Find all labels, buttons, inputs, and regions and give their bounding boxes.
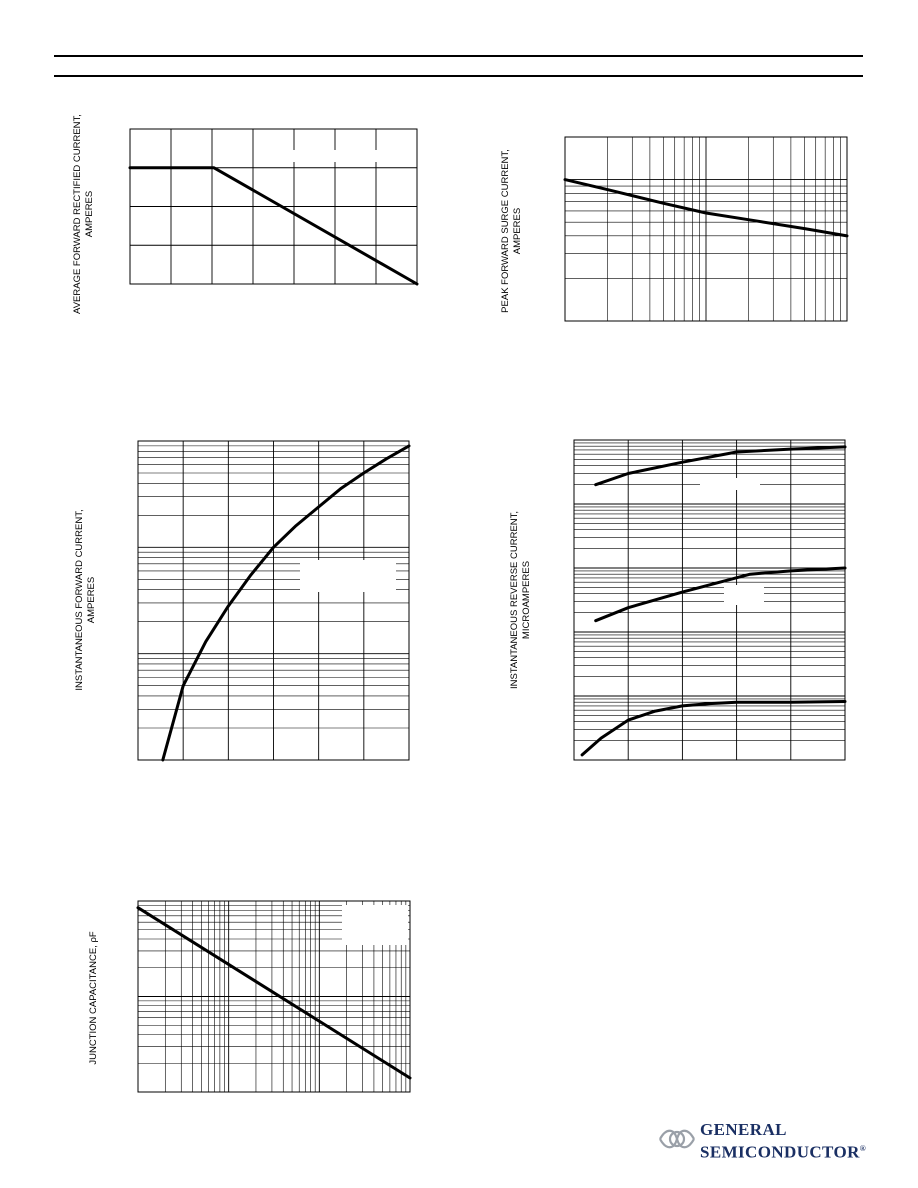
logo-line-general: GENERAL [700,1120,787,1139]
reverse-series-line-0 [594,445,847,487]
surge-ylabel-line2: AMPERES [512,207,523,255]
surge-series-line-0 [563,178,849,238]
registered-mark: ® [859,1144,867,1153]
capacitance-series-line-0 [136,906,412,1080]
general-semiconductor-logo: GENERAL SEMICONDUCTOR® [656,1118,866,1162]
logo-line-semiconductor: SEMICONDUCTOR® [700,1139,866,1162]
logo-emblem-icon [659,1129,695,1149]
reverse-series-line-1 [594,566,847,623]
forward-ylabel-line2: AMPERES [86,576,97,624]
header-rule-bottom [54,75,863,77]
capacitance-annotation-mask-0 [342,905,408,945]
forward-ylabel-line1: INSTANTANEOUS FORWARD CURRENT, [74,509,85,691]
reverse-ylabel: INSTANTANEOUS REVERSE CURRENT, MICROAMPE… [509,511,533,689]
capacitance-ylabel: JUNCTION CAPACITANCE, ρF [88,931,100,1064]
capacitance-plot-frame [137,900,411,1093]
surge-plot-frame [564,136,848,322]
forward-ylabel: INSTANTANEOUS FORWARD CURRENT, AMPERES [74,509,98,690]
derating-annotation-mask-0 [282,150,412,162]
header-rule-top [54,55,863,57]
reverse-annotation-mask-1 [724,585,764,605]
derating-series-line-0 [128,166,419,286]
reverse-annotation-mask-0 [700,478,760,490]
forward-annotation-mask-0 [300,560,396,592]
forward-series-line-0 [161,444,411,762]
reverse-plot-frame [573,439,846,761]
surge-ylabel-line1: PEAK FORWARD SURGE CURRENT, [500,149,511,313]
logo-wordmark: GENERAL SEMICONDUCTOR® [700,1120,866,1162]
forward-plot-frame [137,440,410,761]
derating-plot-frame [129,128,418,285]
reverse-ylabel-line2: MICROAMPERES [521,560,532,640]
surge-ylabel: PEAK FORWARD SURGE CURRENT, AMPERES [500,149,524,313]
reverse-ylabel-line1: INSTANTANEOUS REVERSE CURRENT, [509,510,520,690]
capacitance-ylabel-line1: JUNCTION CAPACITANCE, ρF [88,931,99,1065]
logo-line-semiconductor-text: SEMICONDUCTOR [700,1142,860,1162]
reverse-series-line-2 [580,700,847,757]
